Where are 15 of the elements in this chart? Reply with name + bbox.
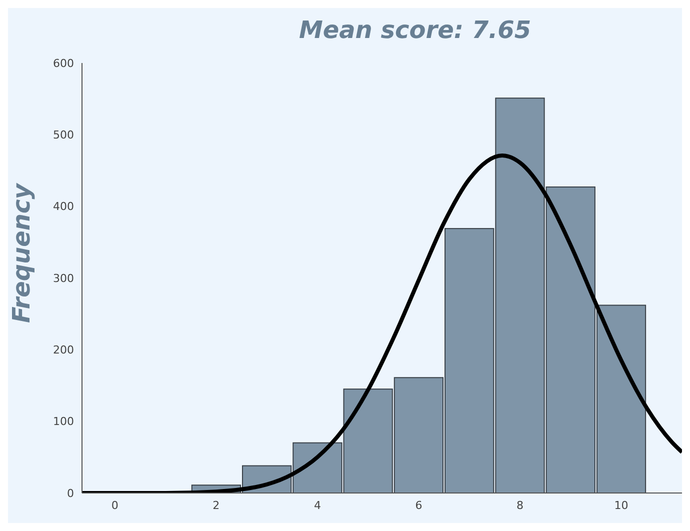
- x-tick-label: 0: [111, 498, 118, 512]
- y-tick-label: 600: [53, 56, 74, 70]
- x-tick-label: 2: [212, 498, 220, 512]
- y-tick-label: 100: [53, 415, 74, 428]
- y-tick-label: 300: [53, 272, 74, 285]
- x-tick-label: 4: [314, 498, 321, 512]
- x-tick-label: 8: [516, 498, 524, 512]
- x-tick-label: 6: [415, 498, 422, 512]
- y-tick-label: 400: [53, 200, 74, 214]
- chart-title: Mean score: 7.65: [298, 15, 532, 46]
- x-tick-label: 10: [614, 498, 628, 512]
- y-tick-label: 0: [67, 486, 74, 500]
- y-tick-label: 500: [53, 128, 74, 142]
- y-tick-label: 200: [53, 344, 74, 357]
- y-axis-title: Frequency: [8, 182, 36, 323]
